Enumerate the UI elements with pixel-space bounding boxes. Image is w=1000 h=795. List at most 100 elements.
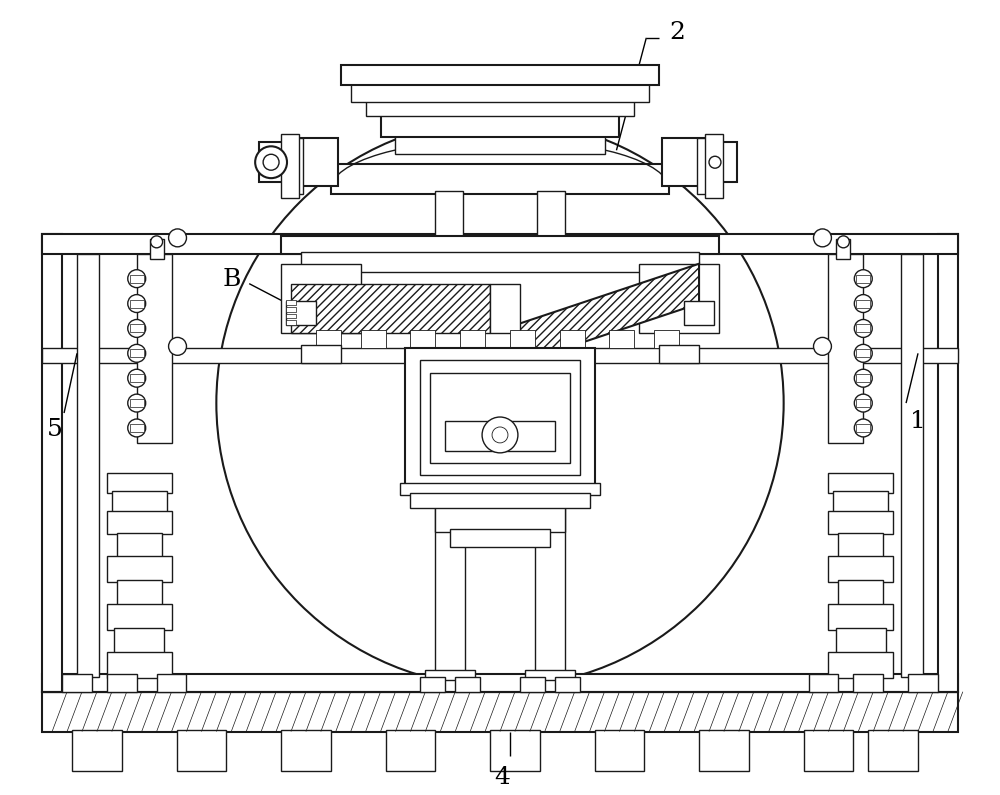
Bar (286, 300, 296, 304)
Bar (77, 254, 99, 677)
Bar (117, 580, 162, 606)
Bar (395, 137, 605, 154)
Bar (130, 399, 144, 407)
Bar (445, 421, 495, 451)
Bar (130, 324, 144, 332)
Bar (286, 307, 296, 312)
Bar (381, 115, 619, 138)
Bar (828, 604, 893, 630)
Bar (107, 652, 172, 678)
Bar (868, 730, 918, 771)
Bar (301, 345, 341, 363)
Bar (828, 652, 893, 678)
Circle shape (854, 394, 872, 412)
Bar (420, 677, 445, 692)
Bar (112, 491, 167, 513)
Bar (107, 674, 137, 692)
Bar (72, 730, 122, 771)
Bar (130, 300, 144, 308)
Bar (662, 138, 704, 186)
Bar (836, 238, 850, 259)
Bar (833, 491, 888, 513)
Bar (555, 677, 580, 692)
Circle shape (854, 270, 872, 288)
Bar (435, 191, 463, 238)
Bar (828, 556, 893, 582)
Bar (510, 331, 535, 348)
Bar (425, 670, 475, 680)
Text: B: B (222, 268, 240, 291)
Bar (107, 510, 172, 534)
Bar (908, 674, 938, 692)
Bar (130, 349, 144, 357)
Bar (130, 424, 144, 432)
Circle shape (837, 236, 849, 248)
Bar (410, 493, 590, 507)
Bar (537, 191, 565, 238)
Bar (281, 134, 299, 198)
Bar (809, 674, 838, 692)
Polygon shape (291, 284, 490, 333)
Bar (856, 374, 870, 382)
Circle shape (263, 154, 279, 170)
Bar (804, 730, 853, 771)
Bar (341, 64, 659, 84)
Bar (455, 677, 480, 692)
Circle shape (854, 344, 872, 363)
Polygon shape (490, 284, 520, 333)
Circle shape (128, 419, 146, 437)
Bar (560, 331, 585, 348)
Bar (901, 254, 923, 677)
Bar (281, 730, 331, 771)
Circle shape (854, 419, 872, 437)
Bar (361, 331, 386, 348)
Bar (435, 485, 565, 533)
Circle shape (482, 417, 518, 453)
Bar (293, 138, 303, 194)
Bar (286, 320, 296, 325)
Bar (856, 349, 870, 357)
Bar (259, 142, 297, 182)
Bar (42, 692, 958, 731)
Bar (639, 264, 719, 333)
Bar (107, 473, 172, 493)
Bar (505, 421, 555, 451)
Bar (697, 138, 707, 194)
Circle shape (814, 229, 831, 246)
Bar (130, 374, 144, 382)
Bar (107, 556, 172, 582)
Text: 5: 5 (47, 418, 63, 441)
Text: 2: 2 (669, 21, 685, 45)
Bar (62, 674, 92, 692)
Circle shape (128, 344, 146, 363)
Bar (838, 533, 883, 557)
Bar (699, 142, 737, 182)
Circle shape (128, 394, 146, 412)
Bar (828, 473, 893, 493)
Bar (281, 236, 719, 254)
Text: 4: 4 (494, 766, 510, 789)
Bar (286, 301, 316, 325)
Circle shape (128, 295, 146, 312)
Bar (856, 424, 870, 432)
Circle shape (128, 320, 146, 337)
Bar (301, 252, 699, 272)
Bar (828, 254, 863, 443)
Circle shape (709, 157, 721, 169)
Circle shape (854, 320, 872, 337)
Circle shape (492, 427, 508, 443)
Bar (316, 331, 341, 348)
Bar (281, 264, 361, 333)
Bar (386, 730, 435, 771)
Bar (130, 275, 144, 283)
Bar (114, 628, 164, 654)
Bar (400, 483, 600, 494)
Bar (435, 505, 465, 674)
Circle shape (128, 369, 146, 387)
Text: 1: 1 (910, 410, 926, 433)
Circle shape (854, 369, 872, 387)
Bar (296, 138, 338, 186)
Bar (520, 677, 545, 692)
Circle shape (151, 236, 163, 248)
Circle shape (854, 295, 872, 312)
